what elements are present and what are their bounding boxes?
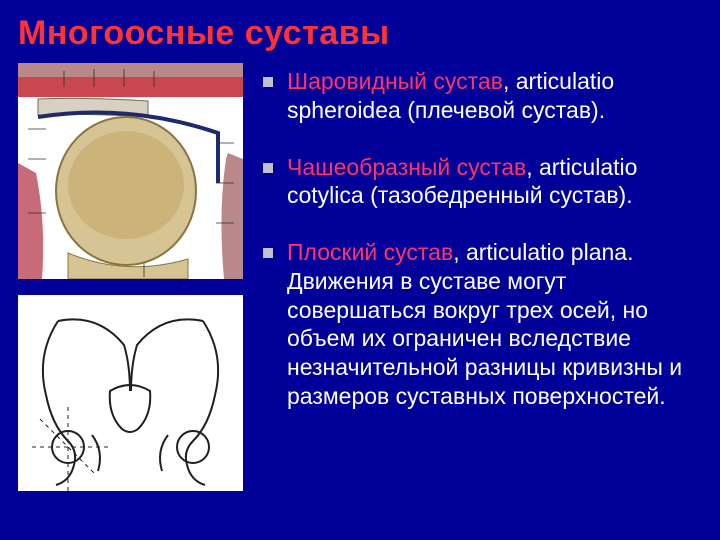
bullet-highlight: Плоский сустав: [287, 239, 453, 265]
bullet-list: Шаровидный сустав, articulatio spheroide…: [243, 63, 702, 491]
shoulder-joint-diagram: [18, 63, 243, 279]
bullet-highlight: Чашеобразный сустав: [287, 154, 526, 180]
bullet-text: Чашеобразный сустав, articulatio cotylic…: [287, 153, 702, 211]
list-item: Чашеобразный сустав, articulatio cotylic…: [263, 153, 702, 211]
bullet-marker-icon: [263, 77, 273, 87]
bullet-marker-icon: [263, 163, 273, 173]
bullet-marker-icon: [263, 248, 273, 258]
pelvis-diagram: [18, 295, 243, 491]
slide: Многоосные суставы: [0, 0, 720, 540]
image-column: [18, 63, 243, 491]
slide-title: Многоосные суставы: [18, 14, 702, 53]
bullet-highlight: Шаровидный сустав: [287, 68, 503, 94]
bullet-text: Плоский сустав, articulatio plana. Движе…: [287, 238, 702, 411]
pelvis-icon: [18, 295, 243, 491]
list-item: Шаровидный сустав, articulatio spheroide…: [263, 67, 702, 125]
bullet-text: Шаровидный сустав, articulatio spheroide…: [287, 67, 702, 125]
list-item: Плоский сустав, articulatio plana. Движе…: [263, 238, 702, 411]
content-row: Шаровидный сустав, articulatio spheroide…: [18, 63, 702, 491]
shoulder-icon: [18, 63, 243, 279]
